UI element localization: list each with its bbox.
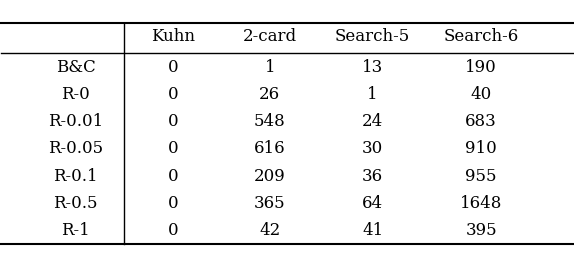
Text: 0: 0 [168, 114, 178, 131]
Text: 548: 548 [254, 114, 286, 131]
Text: 395: 395 [466, 222, 497, 239]
Text: 190: 190 [466, 59, 497, 76]
Text: 616: 616 [254, 141, 286, 157]
Text: 209: 209 [254, 167, 286, 184]
Text: 30: 30 [362, 141, 383, 157]
Text: 1: 1 [367, 86, 378, 103]
Text: 41: 41 [362, 222, 383, 239]
Text: 955: 955 [466, 167, 497, 184]
Text: 0: 0 [168, 141, 178, 157]
Text: Search-5: Search-5 [335, 28, 410, 45]
Text: 365: 365 [254, 195, 286, 212]
Text: 13: 13 [362, 59, 383, 76]
Text: 0: 0 [168, 222, 178, 239]
Text: R-1: R-1 [61, 222, 90, 239]
Text: R-0: R-0 [61, 86, 90, 103]
Text: 0: 0 [168, 195, 178, 212]
Text: Search-6: Search-6 [444, 28, 519, 45]
Text: 683: 683 [466, 114, 497, 131]
Text: R-0.05: R-0.05 [48, 141, 103, 157]
Text: 64: 64 [362, 195, 383, 212]
Text: R-0.01: R-0.01 [48, 114, 103, 131]
Text: 36: 36 [362, 167, 383, 184]
Text: 0: 0 [168, 86, 178, 103]
Text: B&C: B&C [56, 59, 95, 76]
Text: 910: 910 [466, 141, 497, 157]
Text: 26: 26 [259, 86, 281, 103]
Text: R-0.5: R-0.5 [53, 195, 98, 212]
Text: 1648: 1648 [460, 195, 502, 212]
Text: 0: 0 [168, 59, 178, 76]
Text: 0: 0 [168, 167, 178, 184]
Text: R-0.1: R-0.1 [53, 167, 98, 184]
Text: 42: 42 [259, 222, 281, 239]
Text: Kuhn: Kuhn [151, 28, 195, 45]
Text: 40: 40 [471, 86, 492, 103]
Text: 2-card: 2-card [243, 28, 297, 45]
Text: 1: 1 [265, 59, 275, 76]
Text: 24: 24 [362, 114, 383, 131]
